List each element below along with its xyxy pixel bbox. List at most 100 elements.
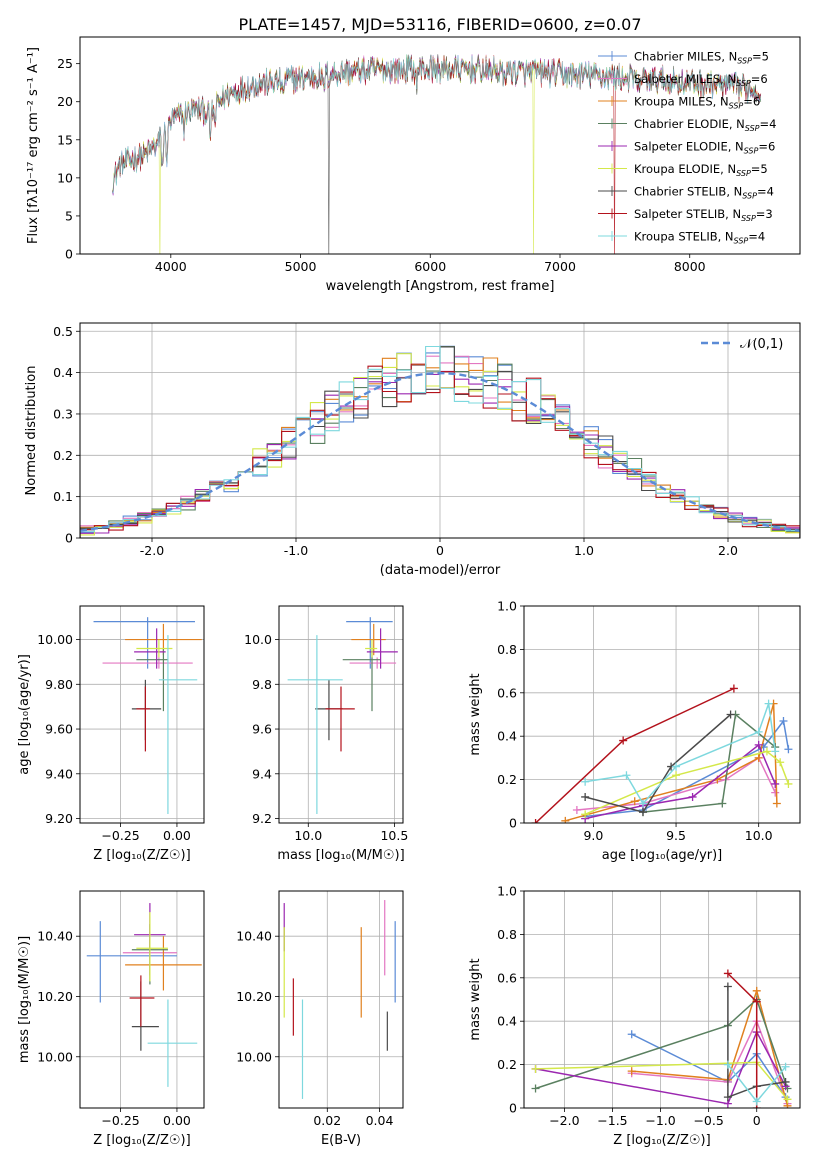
x-tick-label: 0.04 [366,1113,394,1128]
x-tick-label: 10.0 [745,828,773,843]
x-axis-label: E(B-V) [321,1133,361,1148]
weight-point-kroupa-stelib [622,771,631,780]
weight-line-kroupa-miles [631,988,789,1106]
x-tick-label: 0.02 [313,1113,341,1128]
axes-frame [278,605,404,824]
y-tick-label: 0.6 [497,685,517,700]
y-tick-label: 5 [65,208,73,223]
weight-series-chabrier-stelib [581,710,735,817]
y-axis-label: Normed distribution [24,366,39,496]
x-tick-label: 1.0 [574,543,594,558]
weight-point-salpeter-stelib [531,819,540,823]
grid [524,605,800,824]
weight-point-chabrier-stelib [723,982,732,991]
y-tick-label: 9.20 [45,811,73,826]
y-tick-label: 1.0 [497,599,517,614]
normal-reference-curve [80,371,800,532]
y-tick-label: 0 [509,816,517,831]
legend-entry-kroupa-stelib: Kroupa STELIB, NSSP=4 [634,230,765,246]
x-tick-label: 7000 [544,259,576,274]
grid [80,606,204,823]
x-tick-label: 6000 [414,259,446,274]
y-tick-label: 25 [57,56,73,71]
x-tick-label: 5000 [285,259,317,274]
x-tick-label: 2.0 [718,543,738,558]
y-tick-label: 0.4 [53,365,73,380]
plot-area [86,903,202,1087]
weight-point-chabrier-miles [627,1030,636,1039]
axes-frame [79,36,801,255]
x-axis-label: Z [log₁₀(Z/Z☉)] [93,848,190,863]
y-tick-label: 0 [509,1101,517,1116]
weight-point-kroupa-elodie [581,810,590,819]
errorbar-kroupa-stelib [287,635,343,815]
weight-series-kroupa-stelib [723,1060,790,1106]
plot-area [80,345,800,538]
y-tick-label: 0.1 [53,489,73,504]
weight-point-kroupa-elodie [783,1095,792,1104]
x-axis-label: (data-model)/error [380,563,501,578]
weight-point-chabrier-elodie [718,799,727,808]
x-tick-label: -2.0 [140,543,164,558]
weight-point-kroupa-stelib [672,762,681,771]
y-tick-label: 10 [57,170,73,185]
grid [279,891,403,1108]
y-tick-label: 0.2 [497,1057,517,1072]
weight-point-salpeter-stelib [619,736,628,745]
weight-series-kroupa-elodie [581,747,793,819]
y-tick-label: 10.40 [37,929,73,944]
errorbar-salpeter-stelib [325,686,355,752]
y-axis-label: age [log₁₀(age/yr)] [17,654,32,775]
x-tick-label: 9.0 [583,828,603,843]
weight-point-chabrier-stelib [781,1077,790,1086]
y-tick-label: 20 [57,94,73,109]
grid [279,606,403,823]
panel-age-vs-mass: 10.0 10.5 9.2 9.4 9.6 9.8 10.0 mass [log₁₀(M/M☉… [244,605,408,863]
y-tick-label: 0.5 [53,324,73,339]
legend-entry-chabrier-miles: Chabrier MILES, NSSP=5 [634,50,769,66]
weight-line-salpeter-miles [631,1019,789,1104]
y-tick-label: 0.4 [497,1014,517,1029]
legend-entry-salpeter-miles: Salpeter MILES, NSSP=6 [634,72,768,88]
weight-point-salpeter-stelib [752,997,761,1006]
x-tick-label: −0.25 [101,1113,139,1128]
y-tick-label: 10.40 [236,929,272,944]
legend-entry-chabrier-stelib: Chabrier STELIB, NSSP=4 [634,185,774,201]
x-tick-label: 4000 [155,259,187,274]
y-tick-label: 0.3 [53,406,73,421]
weight-point-kroupa-miles [630,797,639,806]
weight-line-kroupa-miles [565,703,778,822]
x-tick-label: 10.0 [294,828,322,843]
x-axis-label: Z [log₁₀(Z/Z☉)] [613,1133,710,1148]
errorbar-kroupa-elodie [365,639,378,658]
weight-point-salpeter-stelib [723,969,732,978]
y-tick-label: 0.2 [497,772,517,787]
x-tick-label: 0 [436,543,444,558]
errorbar-chabrier-elodie [342,648,381,712]
weight-point-salpeter-elodie [688,792,697,801]
weight-series-salpeter-stelib [531,684,738,823]
weight-point-kroupa-stelib [723,1060,732,1069]
x-tick-label: 8000 [674,259,706,274]
y-tick-label: 10.20 [236,989,272,1004]
weight-point-chabrier-elodie [531,1084,540,1093]
legend-entry-kroupa-miles: Kroupa MILES, NSSP=6 [634,95,760,111]
weight-point-chabrier-stelib [726,710,735,719]
errorbar-salpeter-stelib [129,975,155,1027]
errorbar-chabrier-stelib [315,679,343,741]
weight-point-salpeter-miles [572,805,581,814]
histogram-legend: 𝒩(0,1) [701,337,783,352]
errorbar-chabrier-stelib [131,679,162,741]
y-tick-label: 0.2 [53,448,73,463]
legend-entry-kroupa-elodie: Kroupa ELODIE, NSSP=5 [634,162,768,178]
weight-line-chabrier-stelib [584,713,732,813]
errorbar-kroupa-elodie [136,639,173,658]
x-tick-label: 9.5 [666,828,686,843]
weight-series-kroupa-miles [561,699,781,823]
y-tick-label: 10.00 [37,632,73,647]
weight-line-salpeter-elodie [535,1030,787,1105]
weight-point-kroupa-miles [754,753,763,762]
errorbar-chabrier-stelib [131,981,159,1051]
axes-frame [523,890,801,1109]
